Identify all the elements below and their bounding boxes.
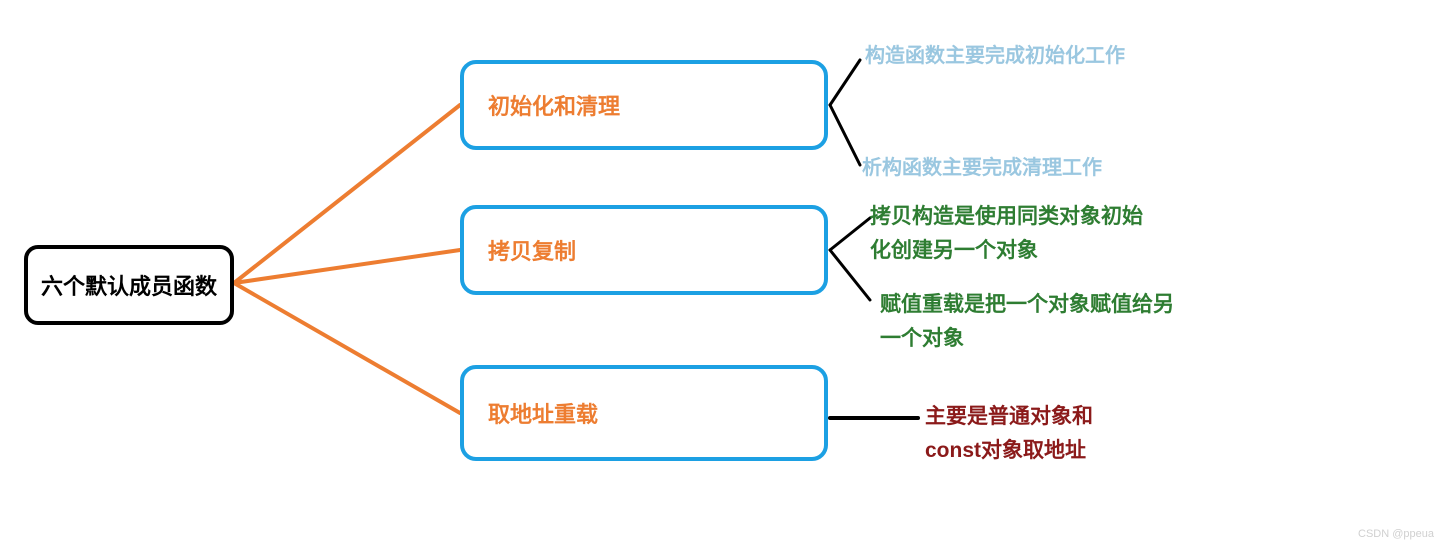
fork-connector	[830, 250, 870, 300]
fork-connector	[830, 60, 860, 105]
root-node: 六个默认成员函数	[24, 245, 234, 325]
leaf-text: 析构函数主要完成清理工作	[862, 152, 1162, 184]
fork-connector	[830, 105, 860, 165]
leaf-text: 赋值重载是把一个对象赋值给另一个对象	[880, 288, 1180, 355]
branch-node-addr: 取地址重载	[460, 365, 828, 461]
leaf-text: 拷贝构造是使用同类对象初始化创建另一个对象	[870, 200, 1160, 267]
branch-node-init: 初始化和清理	[460, 60, 828, 150]
leaf-text: 构造函数主要完成初始化工作	[865, 40, 1125, 72]
fork-connector	[830, 218, 870, 250]
root-branch-connector	[234, 283, 460, 413]
root-label: 六个默认成员函数	[41, 269, 217, 301]
root-branch-connector	[234, 105, 460, 283]
branch-label: 拷贝复制	[488, 234, 576, 266]
root-branch-connector	[234, 250, 460, 283]
watermark: CSDN @ppeua	[1358, 528, 1434, 540]
branch-node-copy: 拷贝复制	[460, 205, 828, 295]
branch-label: 取地址重载	[488, 397, 598, 429]
branch-label: 初始化和清理	[488, 89, 620, 121]
leaf-text: 主要是普通对象和const对象取地址	[925, 400, 1135, 467]
